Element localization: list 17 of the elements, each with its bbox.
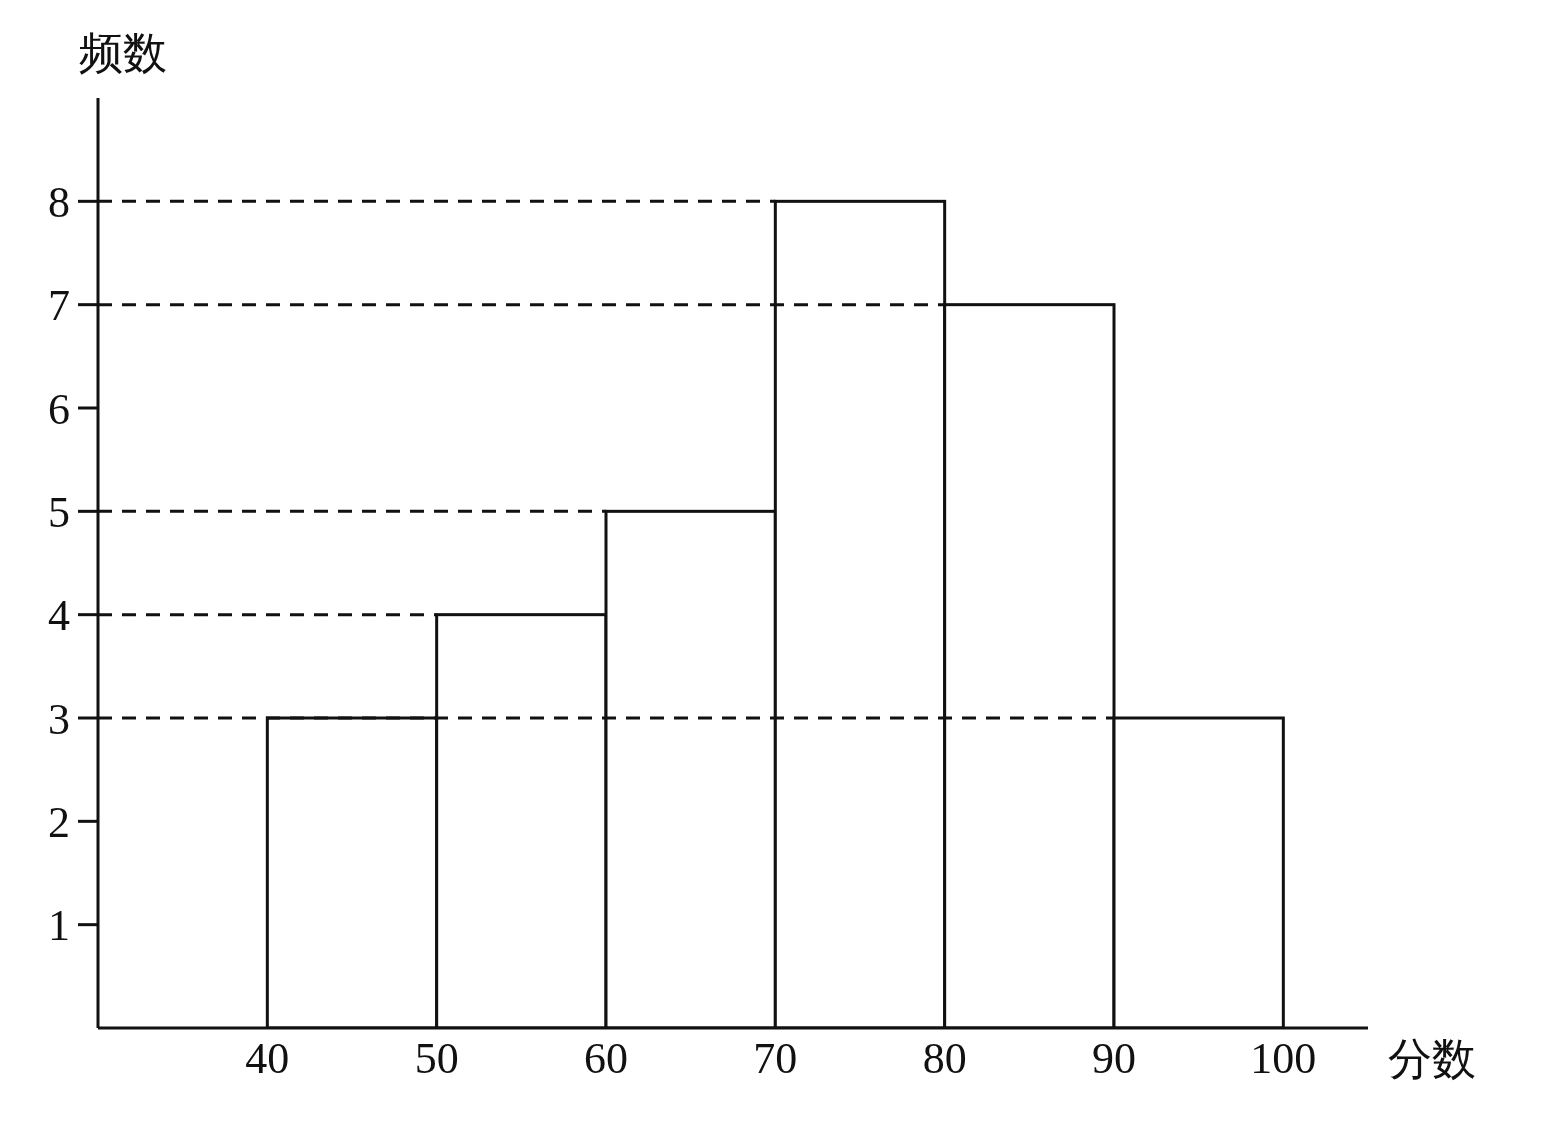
y-axis-title: 频数 (79, 29, 167, 78)
y-tick-label: 7 (48, 281, 70, 331)
y-tick-label: 5 (48, 487, 70, 537)
x-tick-label: 90 (1092, 1034, 1136, 1084)
x-tick-label: 80 (922, 1034, 967, 1084)
x-tick-label: 40 (245, 1034, 290, 1084)
y-tick-label: 1 (48, 901, 70, 951)
x-tick-label: 50 (414, 1034, 459, 1084)
x-axis-title: 分数 (1388, 1034, 1476, 1084)
x-tick-label: 70 (753, 1034, 798, 1084)
y-tick-label: 3 (48, 694, 70, 744)
x-tick-label: 60 (584, 1034, 628, 1084)
y-tick-label: 2 (48, 797, 70, 847)
y-tick-label: 8 (48, 177, 70, 227)
x-tick-label: 100 (1250, 1034, 1317, 1084)
y-tick-label: 4 (48, 591, 70, 641)
y-tick-label: 6 (48, 384, 70, 434)
